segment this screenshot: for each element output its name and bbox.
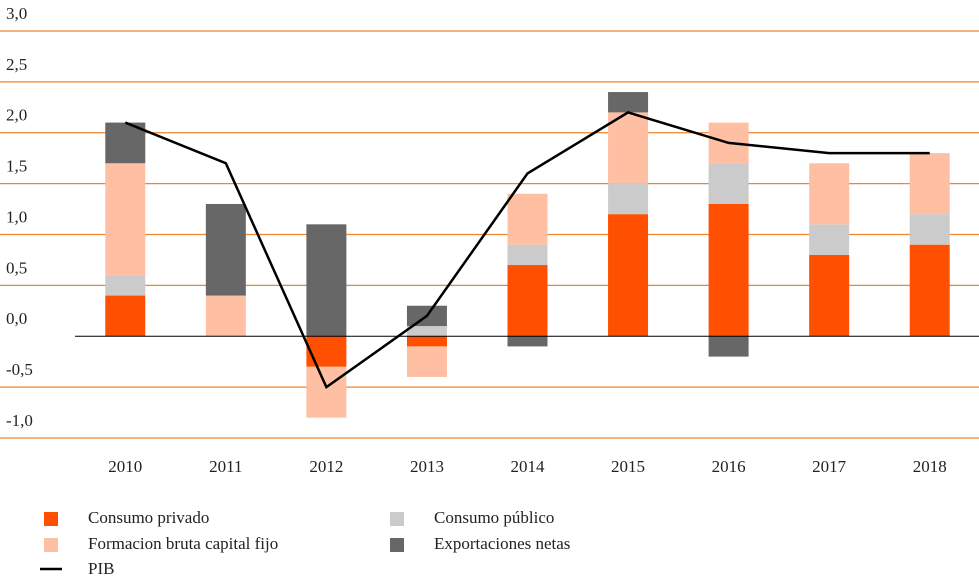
bar	[909, 244, 950, 337]
x-tick-label: 2015	[611, 457, 645, 476]
bar	[507, 244, 548, 266]
bar	[608, 112, 649, 184]
y-tick-label: 2,5	[6, 55, 27, 74]
bar	[507, 336, 548, 347]
legend-label: Consumo privado	[88, 508, 209, 527]
bar	[809, 254, 850, 337]
bar	[306, 366, 347, 418]
legend-swatch	[44, 512, 58, 526]
bar	[406, 346, 447, 377]
legend-label: Exportaciones netas	[434, 534, 570, 553]
x-tick-label: 2017	[812, 457, 847, 476]
bar	[507, 193, 548, 245]
x-tick-label: 2016	[712, 457, 746, 476]
bar	[708, 163, 749, 204]
y-tick-label: 1,0	[6, 207, 27, 226]
y-tick-label: 3,0	[6, 4, 27, 23]
bar	[809, 224, 850, 255]
bar	[507, 265, 548, 337]
legend-swatch	[390, 538, 404, 552]
bar	[708, 203, 749, 337]
legend-label: Consumo público	[434, 508, 554, 527]
bar	[406, 336, 447, 347]
bar	[406, 326, 447, 337]
bar	[909, 214, 950, 245]
legend-label: Formacion bruta capital fijo	[88, 534, 278, 553]
bar	[608, 214, 649, 337]
line	[124, 111, 930, 390]
bar	[105, 275, 146, 296]
bar	[205, 295, 246, 337]
y-tick-label: -0,5	[6, 360, 33, 379]
x-tick-label: 2013	[410, 457, 444, 476]
y-tick-label: -1,0	[6, 411, 33, 430]
y-tick-label: 1,5	[6, 157, 27, 176]
y-tick-label: 0,0	[6, 309, 27, 328]
x-tick-label: 2018	[913, 457, 947, 476]
bar	[105, 122, 146, 164]
bar	[809, 163, 850, 225]
bar	[205, 203, 246, 296]
bar	[608, 183, 649, 215]
bar	[306, 336, 347, 367]
legend-label: PIB	[88, 559, 114, 578]
legend-swatch	[390, 512, 404, 526]
x-tick-label: 2011	[209, 457, 242, 476]
bar	[105, 163, 146, 276]
bar	[105, 295, 146, 337]
bar	[306, 224, 347, 337]
bar	[608, 92, 649, 113]
bar	[909, 153, 950, 215]
x-tick-label: 2012	[309, 457, 343, 476]
y-tick-label: 2,0	[6, 106, 27, 125]
bar	[708, 336, 749, 357]
x-tick-label: 2014	[511, 457, 546, 476]
x-tick-label: 2010	[108, 457, 142, 476]
y-tick-label: 0,5	[6, 258, 27, 277]
legend-swatch	[44, 538, 58, 552]
